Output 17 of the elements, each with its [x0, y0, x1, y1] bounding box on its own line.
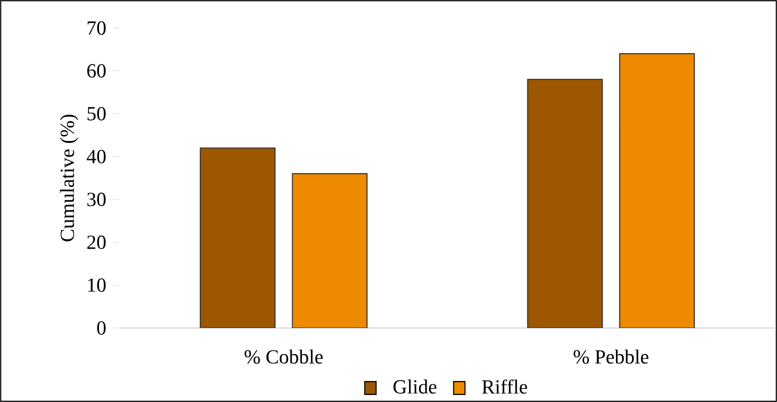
- y-tick-label: 30: [87, 192, 106, 206]
- y-tick-label: 10: [88, 278, 106, 292]
- y-axis-title: Cumulative (%): [60, 114, 78, 242]
- y-tick-label: 70: [88, 21, 106, 35]
- y-tick-label: 50: [88, 106, 106, 120]
- bar: [200, 147, 276, 328]
- x-tick-label: % Pebble: [574, 350, 648, 364]
- bar: [292, 173, 368, 328]
- bar: [527, 78, 603, 328]
- y-tick-label: 20: [87, 236, 106, 250]
- y-tick-label: 0: [97, 321, 106, 335]
- x-tick-label: % Cobble: [244, 350, 323, 364]
- legend-label: Glide: [393, 380, 436, 394]
- y-tick-label: 60: [87, 64, 106, 78]
- y-tick-label: 40: [86, 150, 106, 164]
- legend-label: Riffle: [482, 379, 528, 394]
- bar: [619, 53, 695, 328]
